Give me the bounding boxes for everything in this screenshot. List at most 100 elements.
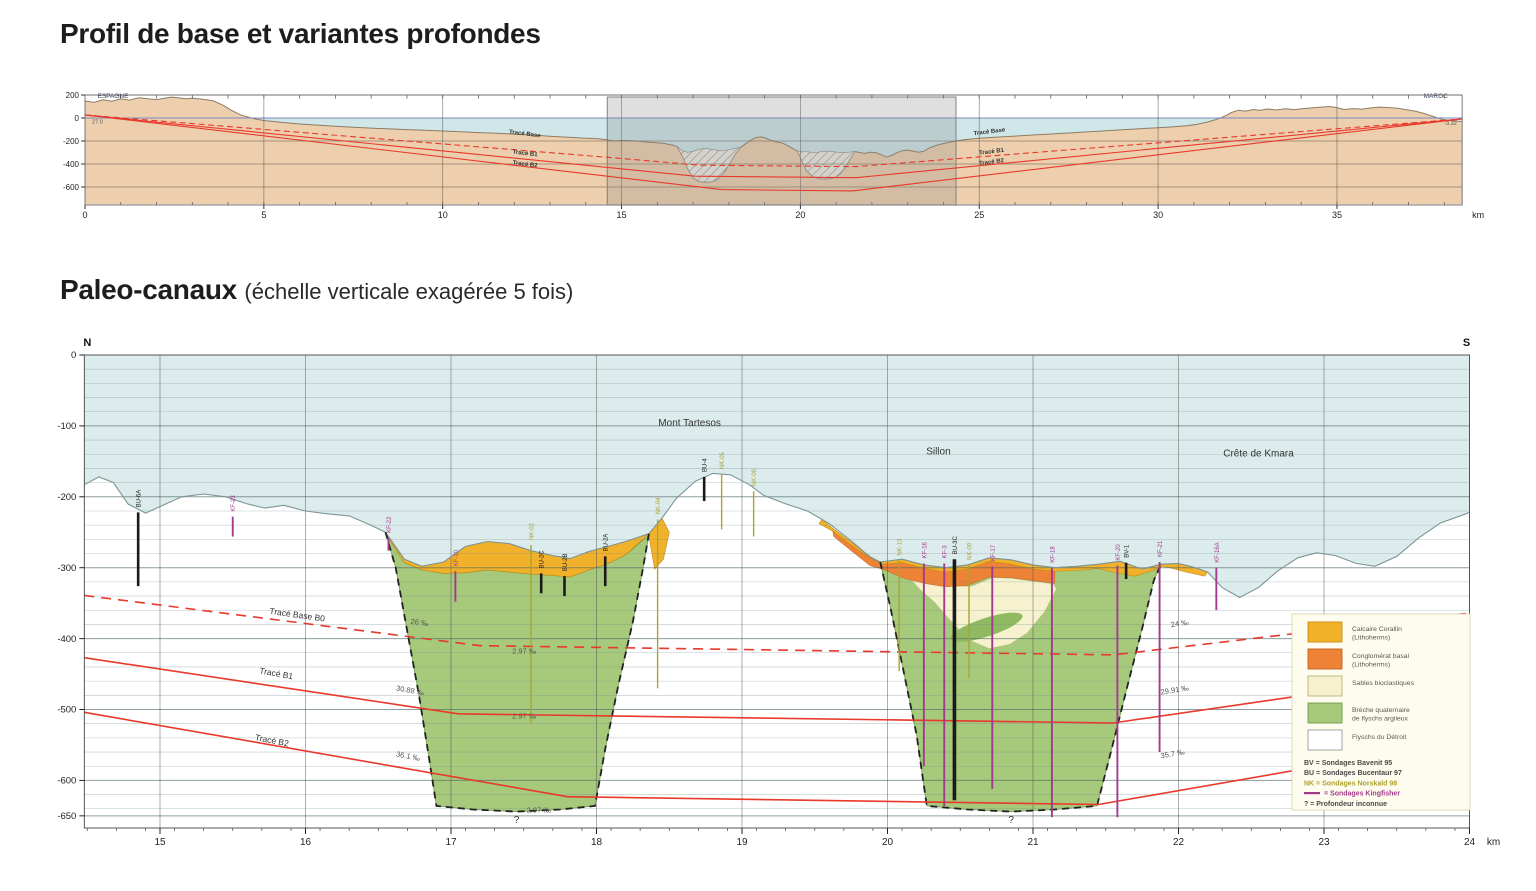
- svg-text:24: 24: [1464, 837, 1476, 848]
- axes: 0 -100 -200 -300 -400 -500 -600 -650 15 16 17 18 19 2…: [57, 337, 1500, 848]
- svg-text:KF-22: KF-22: [387, 516, 393, 533]
- svg-text:21: 21: [1027, 837, 1039, 848]
- svg-text:-200: -200: [57, 492, 76, 503]
- svg-text:(Lithoherms): (Lithoherms): [1352, 662, 1390, 669]
- svg-text:-400: -400: [57, 634, 76, 645]
- paleo-title-note: (échelle verticale exagérée 5 fois): [244, 279, 574, 304]
- svg-text:-650: -650: [57, 811, 76, 822]
- annotations: ESPAGNE MAROC 27.0 -3.32: [92, 93, 1457, 127]
- svg-text:Crête de Kmara: Crête de Kmara: [1223, 448, 1294, 459]
- paleo-canaux-chart: BU-6A KF-23 KF-22 KF-10 NK-02 BU-2C BU-2B BU-2A…: [57, 337, 1500, 848]
- feature-labels: Mont Tartesos Sillon Crête de Kmara??: [514, 418, 1295, 826]
- highlight-box: [606, 96, 957, 206]
- svg-text:-100: -100: [57, 421, 76, 432]
- svg-text:ESPAGNE: ESPAGNE: [98, 93, 130, 100]
- svg-text:0: 0: [75, 114, 80, 123]
- legend-swatch-0: [1307, 621, 1343, 643]
- legend-swatch-2: [1307, 675, 1343, 697]
- svg-text:24 ‰: 24 ‰: [1170, 618, 1189, 629]
- svg-text:(Lithoherms): (Lithoherms): [1352, 635, 1390, 642]
- svg-text:Tracé Base: Tracé Base: [973, 127, 1006, 137]
- svg-text:Tracé B2: Tracé B2: [979, 158, 1005, 167]
- svg-text:-3.32: -3.32: [1444, 121, 1457, 127]
- svg-text:BU-4: BU-4: [703, 458, 709, 472]
- svg-text:?: ?: [1008, 815, 1014, 826]
- svg-text:BU-3C: BU-3C: [953, 536, 959, 555]
- svg-text:KF-21: KF-21: [1158, 540, 1164, 557]
- svg-text:BU-2C: BU-2C: [540, 550, 546, 569]
- svg-text:de flyschs argileux: de flyschs argileux: [1352, 716, 1409, 723]
- paleo-title-text: Paleo-canaux: [60, 274, 237, 305]
- svg-text:Calcaire Corallin: Calcaire Corallin: [1352, 626, 1402, 633]
- svg-text:35: 35: [1332, 210, 1342, 220]
- svg-text:KF-3: KF-3: [943, 545, 949, 559]
- svg-text:16: 16: [300, 837, 312, 848]
- svg-text:NK = Sondages Norskald 98: NK = Sondages Norskald 98: [1304, 780, 1397, 787]
- svg-text:2.97 ‰: 2.97 ‰: [512, 712, 537, 721]
- channel-wall-dashes: [384, 532, 1162, 813]
- svg-text:KF-16A: KF-16A: [1215, 542, 1221, 562]
- svg-text:BV = Sondages Bavenit 95: BV = Sondages Bavenit 95: [1304, 760, 1392, 767]
- svg-text:= Sondages Kingfisher: = Sondages Kingfisher: [1324, 791, 1400, 798]
- legend-swatch-3: [1307, 702, 1343, 724]
- svg-text:35.7 ‰: 35.7 ‰: [1160, 747, 1186, 760]
- svg-text:15: 15: [154, 837, 166, 848]
- svg-text:Tracé Base: Tracé Base: [509, 130, 542, 140]
- svg-text:NK-09: NK-09: [967, 542, 973, 560]
- svg-text:17: 17: [445, 837, 457, 848]
- svg-text:20: 20: [882, 837, 894, 848]
- svg-text:23: 23: [1318, 837, 1330, 848]
- svg-text:15: 15: [617, 210, 627, 220]
- svg-text:Flyschs du Détroit: Flyschs du Détroit: [1352, 734, 1407, 741]
- svg-text:KF-23: KF-23: [231, 495, 237, 512]
- svg-text:20: 20: [795, 210, 805, 220]
- svg-text:Conglomérat basal: Conglomérat basal: [1352, 653, 1410, 660]
- svg-text:Sillon: Sillon: [926, 446, 950, 457]
- svg-text:MAROC: MAROC: [1424, 93, 1449, 100]
- svg-text:KF-18: KF-18: [1050, 546, 1056, 563]
- paleochannel-infill-hatched: [676, 146, 856, 183]
- svg-text:19: 19: [736, 837, 748, 848]
- svg-text:-400: -400: [63, 160, 80, 169]
- sea-water-area: [253, 118, 1219, 158]
- svg-text:200: 200: [66, 91, 80, 100]
- svg-text:-200: -200: [63, 137, 80, 146]
- svg-text:NK-13: NK-13: [898, 538, 904, 556]
- tunnel-traces: [84, 594, 1470, 806]
- svg-text:Tracé B1: Tracé B1: [512, 149, 538, 158]
- svg-text:Tracé B2: Tracé B2: [512, 160, 538, 169]
- svg-text:27.0: 27.0: [92, 120, 103, 126]
- legend-swatch-1: [1307, 648, 1343, 670]
- svg-text:Sables bioclastiques: Sables bioclastiques: [1352, 680, 1415, 687]
- svg-text:0: 0: [71, 350, 76, 361]
- svg-text:26 ‰: 26 ‰: [410, 617, 429, 628]
- section-title-paleo: Paleo-canaux (échelle verticale exagérée…: [60, 274, 573, 306]
- legend-swatch-4: [1307, 729, 1343, 751]
- svg-text:-600: -600: [63, 183, 80, 192]
- svg-text:NK-05: NK-05: [720, 451, 726, 469]
- svg-text:N: N: [83, 337, 91, 349]
- svg-text:KF-20: KF-20: [1116, 544, 1122, 561]
- svg-text:30: 30: [1153, 210, 1163, 220]
- tunnel-traces: [84, 114, 1463, 192]
- svg-text:18: 18: [591, 837, 603, 848]
- seafloor-line: [84, 472, 1470, 599]
- boreholes: BU-6A KF-23 KF-22 KF-10 NK-02 BU-2C BU-2B BU-2A…: [137, 451, 1221, 818]
- svg-text:Tracé B1: Tracé B1: [979, 148, 1005, 157]
- svg-text:?: ?: [514, 815, 520, 826]
- svg-text:2.97 ‰: 2.97 ‰: [527, 805, 552, 814]
- svg-text:25: 25: [974, 210, 984, 220]
- svg-text:10: 10: [438, 210, 448, 220]
- svg-text:km: km: [1487, 837, 1500, 848]
- svg-text:22: 22: [1173, 837, 1185, 848]
- svg-text:BU-2A: BU-2A: [604, 534, 610, 552]
- svg-text:BU = Sondages Bucentaur 97: BU = Sondages Bucentaur 97: [1304, 770, 1402, 777]
- svg-text:KF-17: KF-17: [991, 544, 997, 561]
- svg-text:-300: -300: [57, 563, 76, 574]
- svg-text:NK-02: NK-02: [530, 522, 536, 540]
- svg-text:km: km: [1472, 210, 1484, 220]
